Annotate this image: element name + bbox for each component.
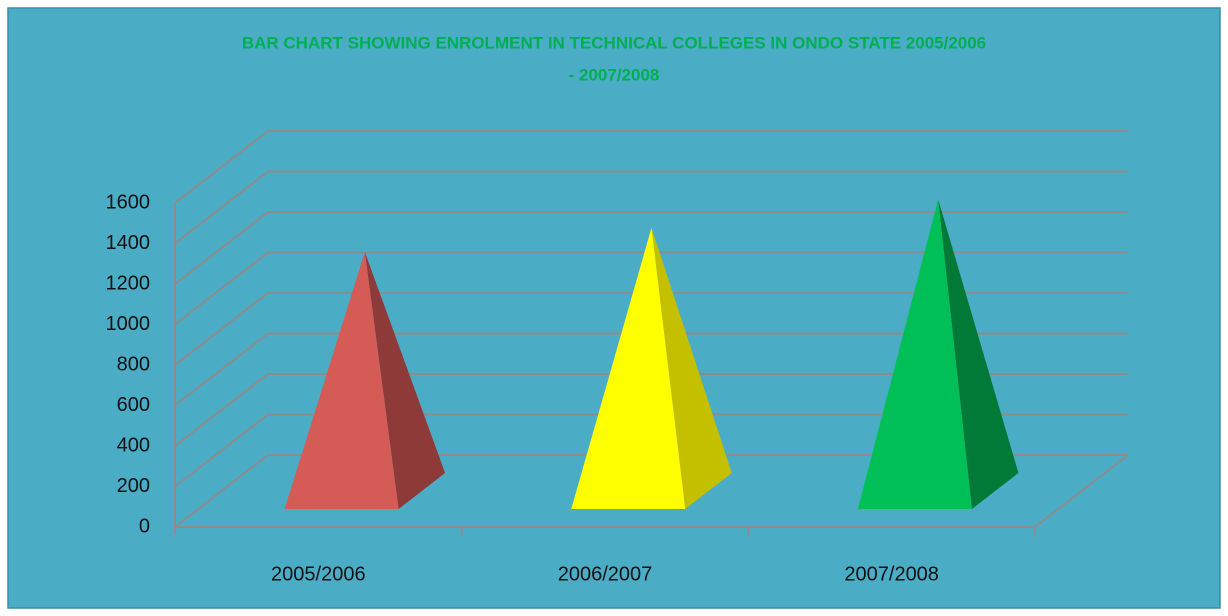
y-tick-label: 1200 bbox=[106, 272, 151, 294]
y-tick-label: 600 bbox=[117, 394, 150, 416]
grid-line bbox=[174, 130, 1128, 204]
chart-background bbox=[7, 7, 1221, 609]
grid-line bbox=[174, 373, 1128, 447]
y-tick-label: 1600 bbox=[106, 191, 151, 213]
y-tick-label: 400 bbox=[117, 434, 150, 456]
pyramid-side bbox=[364, 252, 446, 510]
y-tick-label: 0 bbox=[139, 515, 150, 537]
grid-line bbox=[174, 251, 1128, 326]
pyramid-side bbox=[938, 199, 1019, 509]
grid-line bbox=[174, 332, 1128, 407]
y-tick-label: 1000 bbox=[106, 313, 151, 335]
grid-line bbox=[174, 292, 1128, 366]
pyramid bbox=[571, 227, 686, 509]
x-tick-label: 2005/2006 bbox=[271, 563, 366, 585]
x-tick-label: 2006/2007 bbox=[558, 563, 653, 585]
chart-title: BAR CHART SHOWING ENROLMENT IN TECHNICAL… bbox=[242, 33, 986, 52]
grid-line bbox=[174, 413, 1128, 488]
pyramid bbox=[284, 252, 399, 510]
pyramid bbox=[857, 199, 972, 509]
pyramid-side bbox=[651, 227, 732, 509]
chart-title: - 2007/2008 bbox=[569, 65, 660, 84]
grid-line bbox=[174, 170, 1128, 245]
y-tick-label: 200 bbox=[117, 475, 150, 497]
y-tick-label: 800 bbox=[117, 353, 150, 375]
x-tick-label: 2007/2008 bbox=[844, 563, 939, 585]
grid-line bbox=[174, 211, 1128, 285]
grid-line bbox=[174, 454, 1128, 528]
y-tick-label: 1400 bbox=[106, 232, 151, 254]
